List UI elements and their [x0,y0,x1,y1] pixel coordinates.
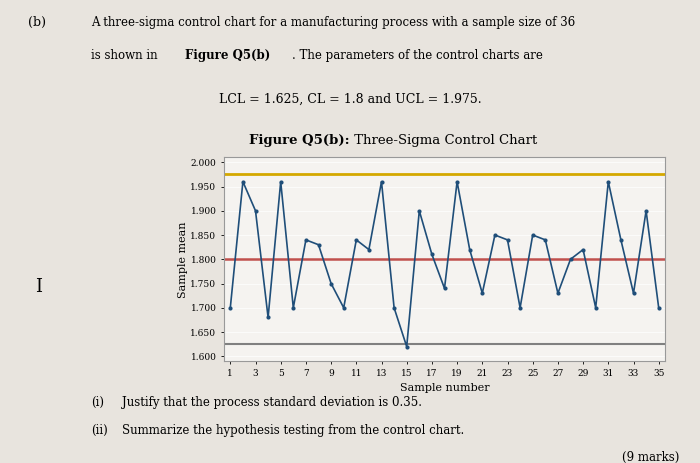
Text: A three-sigma control chart for a manufacturing process with a sample size of 36: A three-sigma control chart for a manufa… [91,16,575,29]
Text: Figure Q5(b):: Figure Q5(b): [249,134,350,147]
Text: is shown in: is shown in [91,49,162,62]
Text: (b): (b) [28,16,46,29]
Text: I: I [35,278,42,296]
X-axis label: Sample number: Sample number [400,383,489,394]
Text: Justify that the process standard deviation is 0.35.: Justify that the process standard deviat… [122,396,423,409]
Text: (9 marks): (9 marks) [622,451,679,463]
Text: Figure Q5(b): Figure Q5(b) [185,49,270,62]
Text: LCL = 1.625, CL = 1.8 and UCL = 1.975.: LCL = 1.625, CL = 1.8 and UCL = 1.975. [218,93,482,106]
Text: (i): (i) [91,396,104,409]
Y-axis label: Sample mean: Sample mean [178,221,188,298]
Text: (ii): (ii) [91,424,108,437]
Text: Summarize the hypothesis testing from the control chart.: Summarize the hypothesis testing from th… [122,424,465,437]
Text: . The parameters of the control charts are: . The parameters of the control charts a… [292,49,542,62]
Text: Three-Sigma Control Chart: Three-Sigma Control Chart [350,134,538,147]
